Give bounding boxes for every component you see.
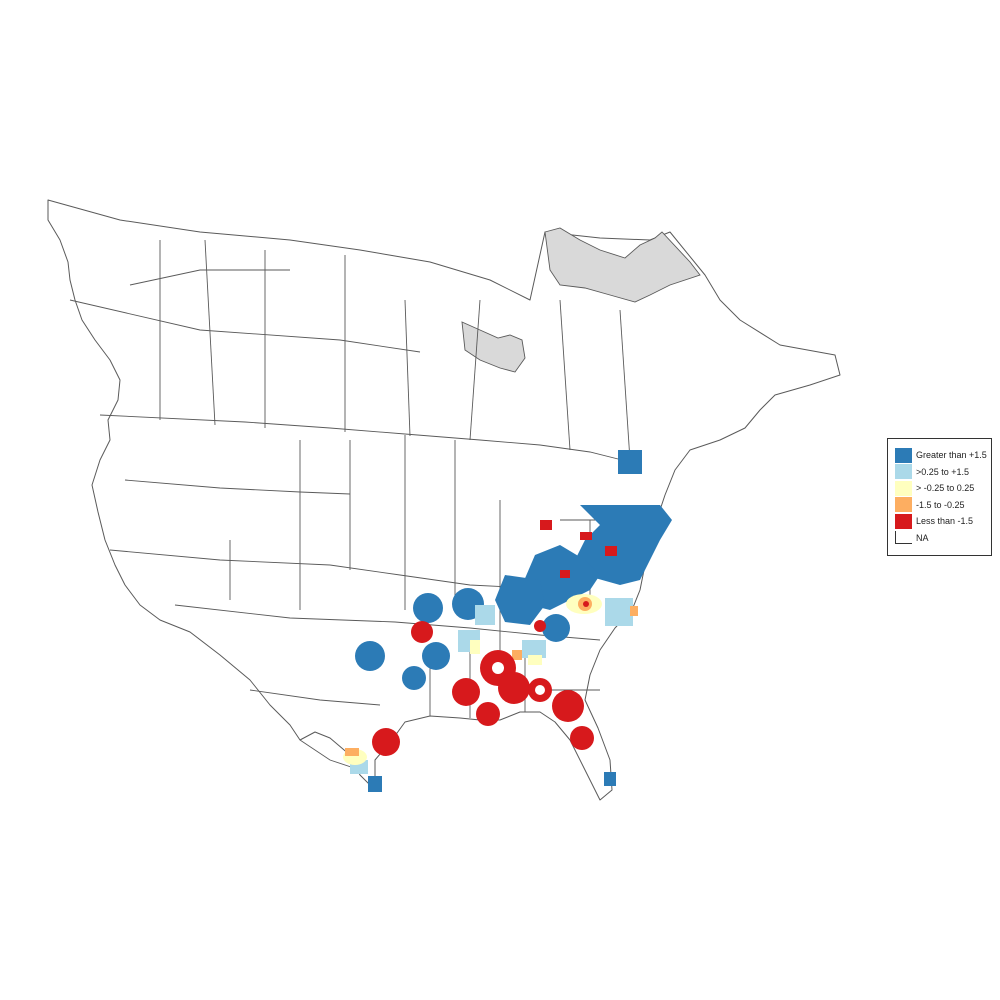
state-borders — [69, 239, 631, 771]
cell-light-blue — [475, 605, 495, 625]
legend-swatch-light-blue — [895, 464, 912, 480]
cell-less — [570, 726, 594, 750]
cell-less — [583, 601, 589, 607]
cell-greater — [402, 666, 426, 690]
cell-less — [580, 532, 592, 540]
cell-greater — [413, 593, 443, 623]
cell-greater — [495, 575, 545, 625]
legend-swatch-na — [895, 531, 912, 545]
legend-item: -1.5 to -0.25 — [895, 497, 991, 514]
cell-less — [452, 678, 480, 706]
cell-light-blue — [522, 640, 546, 658]
legend-label: Less than -1.5 — [916, 516, 974, 527]
cell-less — [372, 728, 400, 756]
cell-less — [552, 690, 584, 722]
cell-orange — [512, 650, 522, 660]
legend-swatch-less — [895, 513, 912, 529]
cell-less — [492, 662, 504, 674]
legend-label: Greater than +1.5 — [916, 450, 987, 461]
legend-label: >0.25 to +1.5 — [916, 466, 970, 477]
cell-less — [534, 620, 546, 632]
cell-less — [476, 702, 500, 726]
legend-item: NA — [895, 530, 991, 547]
legend-swatch-neutral — [895, 480, 912, 496]
north-america-landmass — [47, 199, 841, 801]
cell-greater — [618, 450, 642, 474]
legend-swatch-orange — [895, 497, 912, 513]
cell-greater — [368, 776, 382, 792]
legend-item: > -0.25 to 0.25 — [895, 480, 991, 497]
legend-label: -1.5 to -0.25 — [916, 499, 965, 510]
cell-light-blue — [605, 598, 633, 626]
cell-less — [498, 672, 530, 704]
cell-neutral — [528, 655, 542, 665]
cell-neutral — [470, 640, 480, 654]
cell-less — [535, 685, 545, 695]
cell-orange — [345, 748, 359, 756]
legend-item: Less than -1.5 — [895, 513, 991, 530]
cell-less — [605, 546, 617, 556]
legend-swatch-greater — [895, 447, 912, 463]
cell-greater — [575, 505, 672, 585]
cell-greater — [604, 772, 616, 786]
cell-less — [411, 621, 433, 643]
legend-label: > -0.25 to 0.25 — [916, 483, 975, 494]
na-region-quebec — [544, 227, 701, 303]
cell-less — [540, 520, 552, 530]
legend: Greater than +1.5 >0.25 to +1.5 > -0.25 … — [887, 438, 992, 556]
legend-item: Greater than +1.5 — [895, 447, 991, 464]
cell-greater — [355, 641, 385, 671]
legend-item: >0.25 to +1.5 — [895, 464, 991, 481]
cell-orange — [630, 606, 638, 616]
legend-label: NA — [916, 532, 929, 543]
abundance-trend-cells — [343, 450, 672, 792]
cell-less — [560, 570, 570, 578]
cell-greater — [542, 614, 570, 642]
cell-greater — [422, 642, 450, 670]
